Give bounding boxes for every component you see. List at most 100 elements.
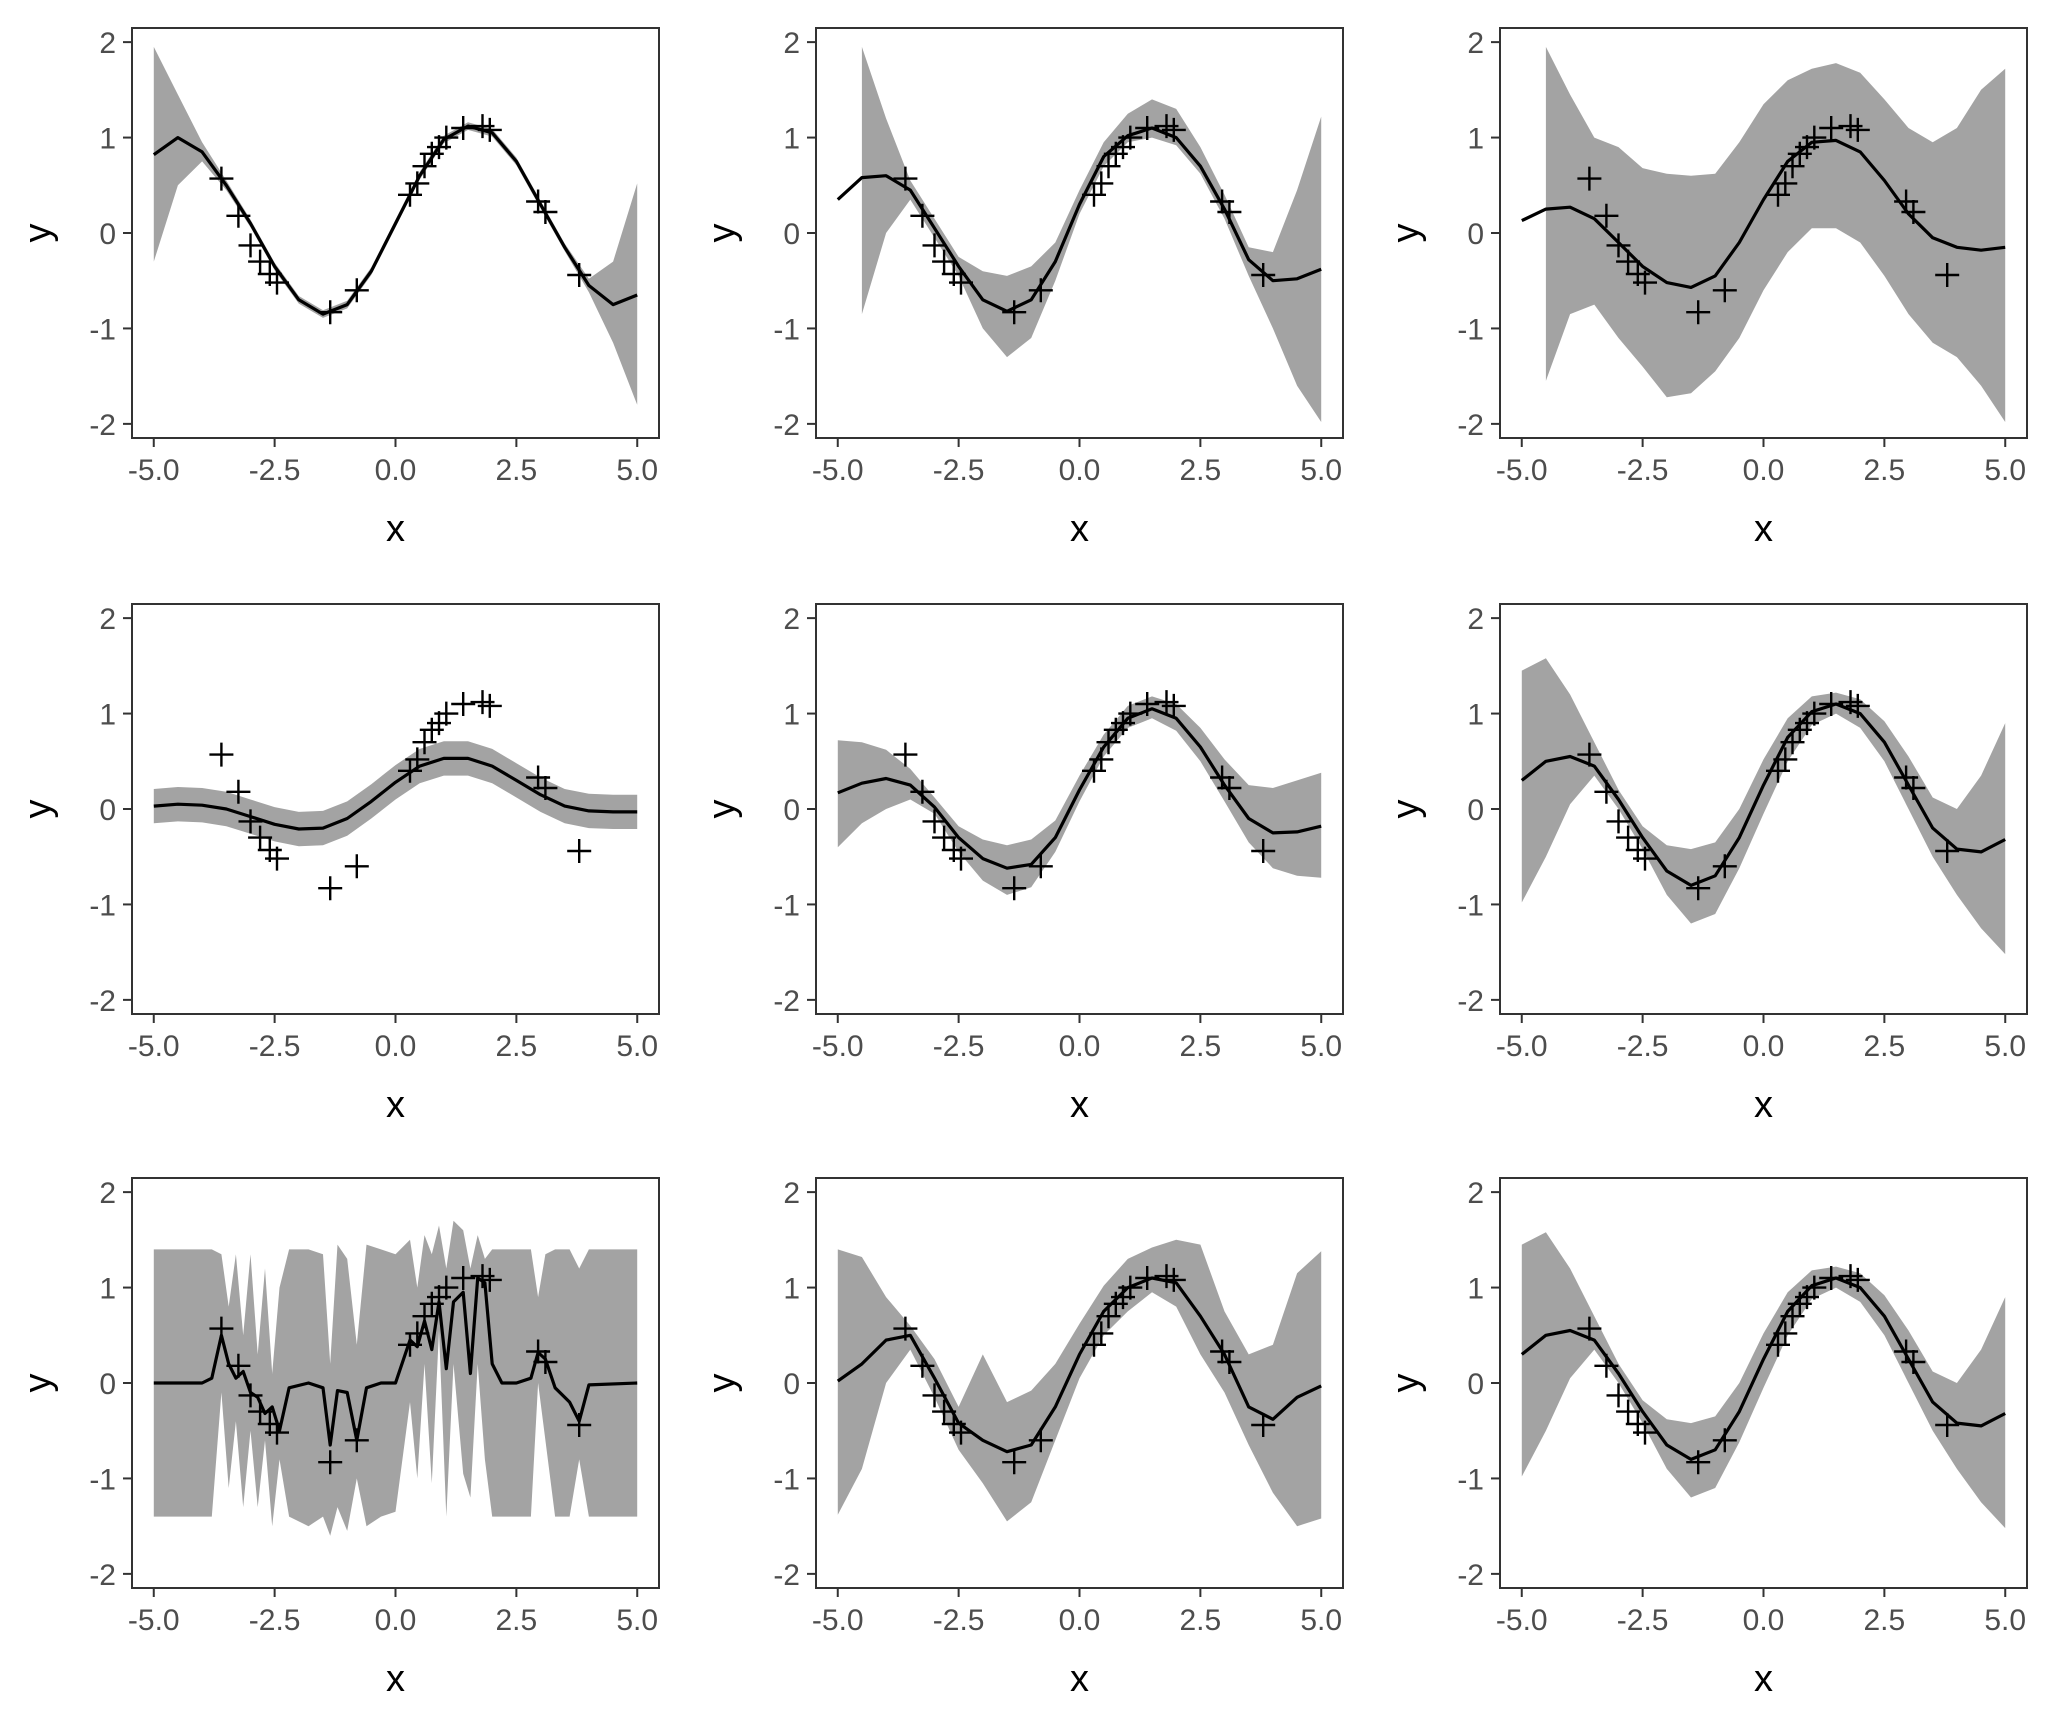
x-tick-label: -2.5 (933, 454, 985, 487)
data-point (1901, 1350, 1926, 1374)
x-tick-label: 5.0 (1300, 1604, 1342, 1637)
data-point (1594, 1353, 1619, 1378)
data-point (344, 1428, 369, 1453)
data-point (226, 203, 251, 228)
x-tick-label: -5.0 (128, 454, 180, 487)
x-tick-label: -5.0 (1496, 1604, 1548, 1637)
panel-frame (131, 27, 660, 439)
data-point (1217, 1350, 1242, 1374)
chart-panel: -5.0 -2.5 0.0 2.5 5.0 -2 -1 0 1 2 x y (17, 603, 660, 1126)
data-point (949, 270, 973, 295)
x-tick-label: 2.5 (496, 1604, 538, 1637)
x-tick-label: 0.0 (1743, 454, 1785, 487)
data-point (922, 1383, 947, 1408)
data-point (1802, 1275, 1827, 1300)
y-tick-label: -2 (773, 409, 800, 442)
data-point (1633, 846, 1657, 871)
data-point (405, 747, 430, 772)
data-point (1633, 1420, 1657, 1445)
data-point (1161, 693, 1186, 718)
x-tick-label: 2.5 (1864, 1030, 1906, 1063)
data-point (1935, 263, 1960, 287)
chart-panel: -5.0 -2.5 0.0 2.5 5.0 -2 -1 0 1 2 x y (701, 27, 1344, 550)
data-point (1935, 839, 1960, 863)
data-point (910, 203, 935, 228)
data-point (226, 1353, 251, 1378)
mean-line (836, 126, 1322, 313)
y-tick-label: 2 (783, 1177, 800, 1210)
data-point (1135, 692, 1160, 716)
y-tick-label: 1 (99, 123, 116, 156)
data-point (1217, 776, 1242, 800)
data-point (1577, 1316, 1602, 1341)
x-tick-label: 0.0 (375, 1604, 417, 1637)
data-point (567, 839, 592, 863)
data-point (451, 116, 476, 140)
data-point (1028, 854, 1053, 879)
data-point (1028, 278, 1053, 303)
y-tick-label: 1 (1467, 123, 1484, 156)
data-point (209, 742, 234, 767)
data-point (1616, 1399, 1641, 1424)
x-tick-label: -5.0 (812, 1030, 864, 1063)
data-point (1819, 116, 1844, 140)
x-tick-label: -5.0 (1496, 1030, 1548, 1063)
data-point (1686, 1450, 1711, 1475)
y-tick-label: -2 (89, 985, 116, 1018)
data-point (265, 846, 289, 871)
data-point (1712, 278, 1737, 303)
data-point (1161, 1267, 1186, 1292)
mean-line (1520, 1276, 2006, 1461)
x-tick-label: 2.5 (1180, 454, 1222, 487)
x-tick-label: 0.0 (1059, 454, 1101, 487)
x-tick-label: -2.5 (249, 1030, 301, 1063)
y-tick-label: 1 (1467, 1273, 1484, 1306)
y-tick-label: -1 (773, 1463, 800, 1496)
x-tick-label: 0.0 (375, 1030, 417, 1063)
mean-line (1520, 702, 2006, 887)
y-tick-label: 0 (1467, 794, 1484, 827)
x-tick-label: 5.0 (616, 1604, 658, 1637)
data-point (910, 779, 935, 804)
data-point (238, 809, 263, 834)
y-axis-title: y (17, 224, 59, 243)
plot-area (836, 1239, 1322, 1527)
y-tick-label: -2 (89, 409, 116, 442)
x-tick-label: 5.0 (1300, 1030, 1342, 1063)
data-point (533, 776, 558, 800)
data-point (1606, 233, 1631, 258)
data-point (1096, 154, 1121, 179)
x-tick-label: -2.5 (1617, 454, 1669, 487)
confidence-band (861, 46, 1322, 423)
y-tick-label: 0 (99, 1368, 116, 1401)
data-point (477, 117, 502, 142)
data-point (265, 270, 289, 295)
x-axis-title: x (386, 508, 405, 550)
y-tick-label: 0 (783, 218, 800, 251)
data-point (1118, 1275, 1143, 1300)
data-point (1118, 701, 1143, 726)
data-point (1594, 203, 1619, 228)
x-tick-label: -5.0 (128, 1604, 180, 1637)
data-point (1594, 779, 1619, 804)
y-tick-label: -1 (89, 889, 116, 922)
data-point (1606, 809, 1631, 834)
data-point (1901, 200, 1926, 224)
data-point (533, 1350, 558, 1374)
data-point (932, 249, 957, 274)
data-point (1712, 1428, 1737, 1453)
confidence-band (837, 1239, 1322, 1527)
data-point (344, 278, 369, 303)
plot-area (1521, 46, 2006, 423)
data-point (209, 166, 234, 191)
plot-area (153, 1220, 638, 1536)
data-point (412, 154, 437, 179)
y-tick-label: 1 (99, 699, 116, 732)
data-point (1135, 1266, 1160, 1290)
data-point (567, 263, 592, 287)
x-axis-title: x (386, 1658, 405, 1700)
x-tick-label: 5.0 (1984, 454, 2026, 487)
data-point (1089, 1321, 1114, 1346)
data-point (226, 779, 251, 804)
